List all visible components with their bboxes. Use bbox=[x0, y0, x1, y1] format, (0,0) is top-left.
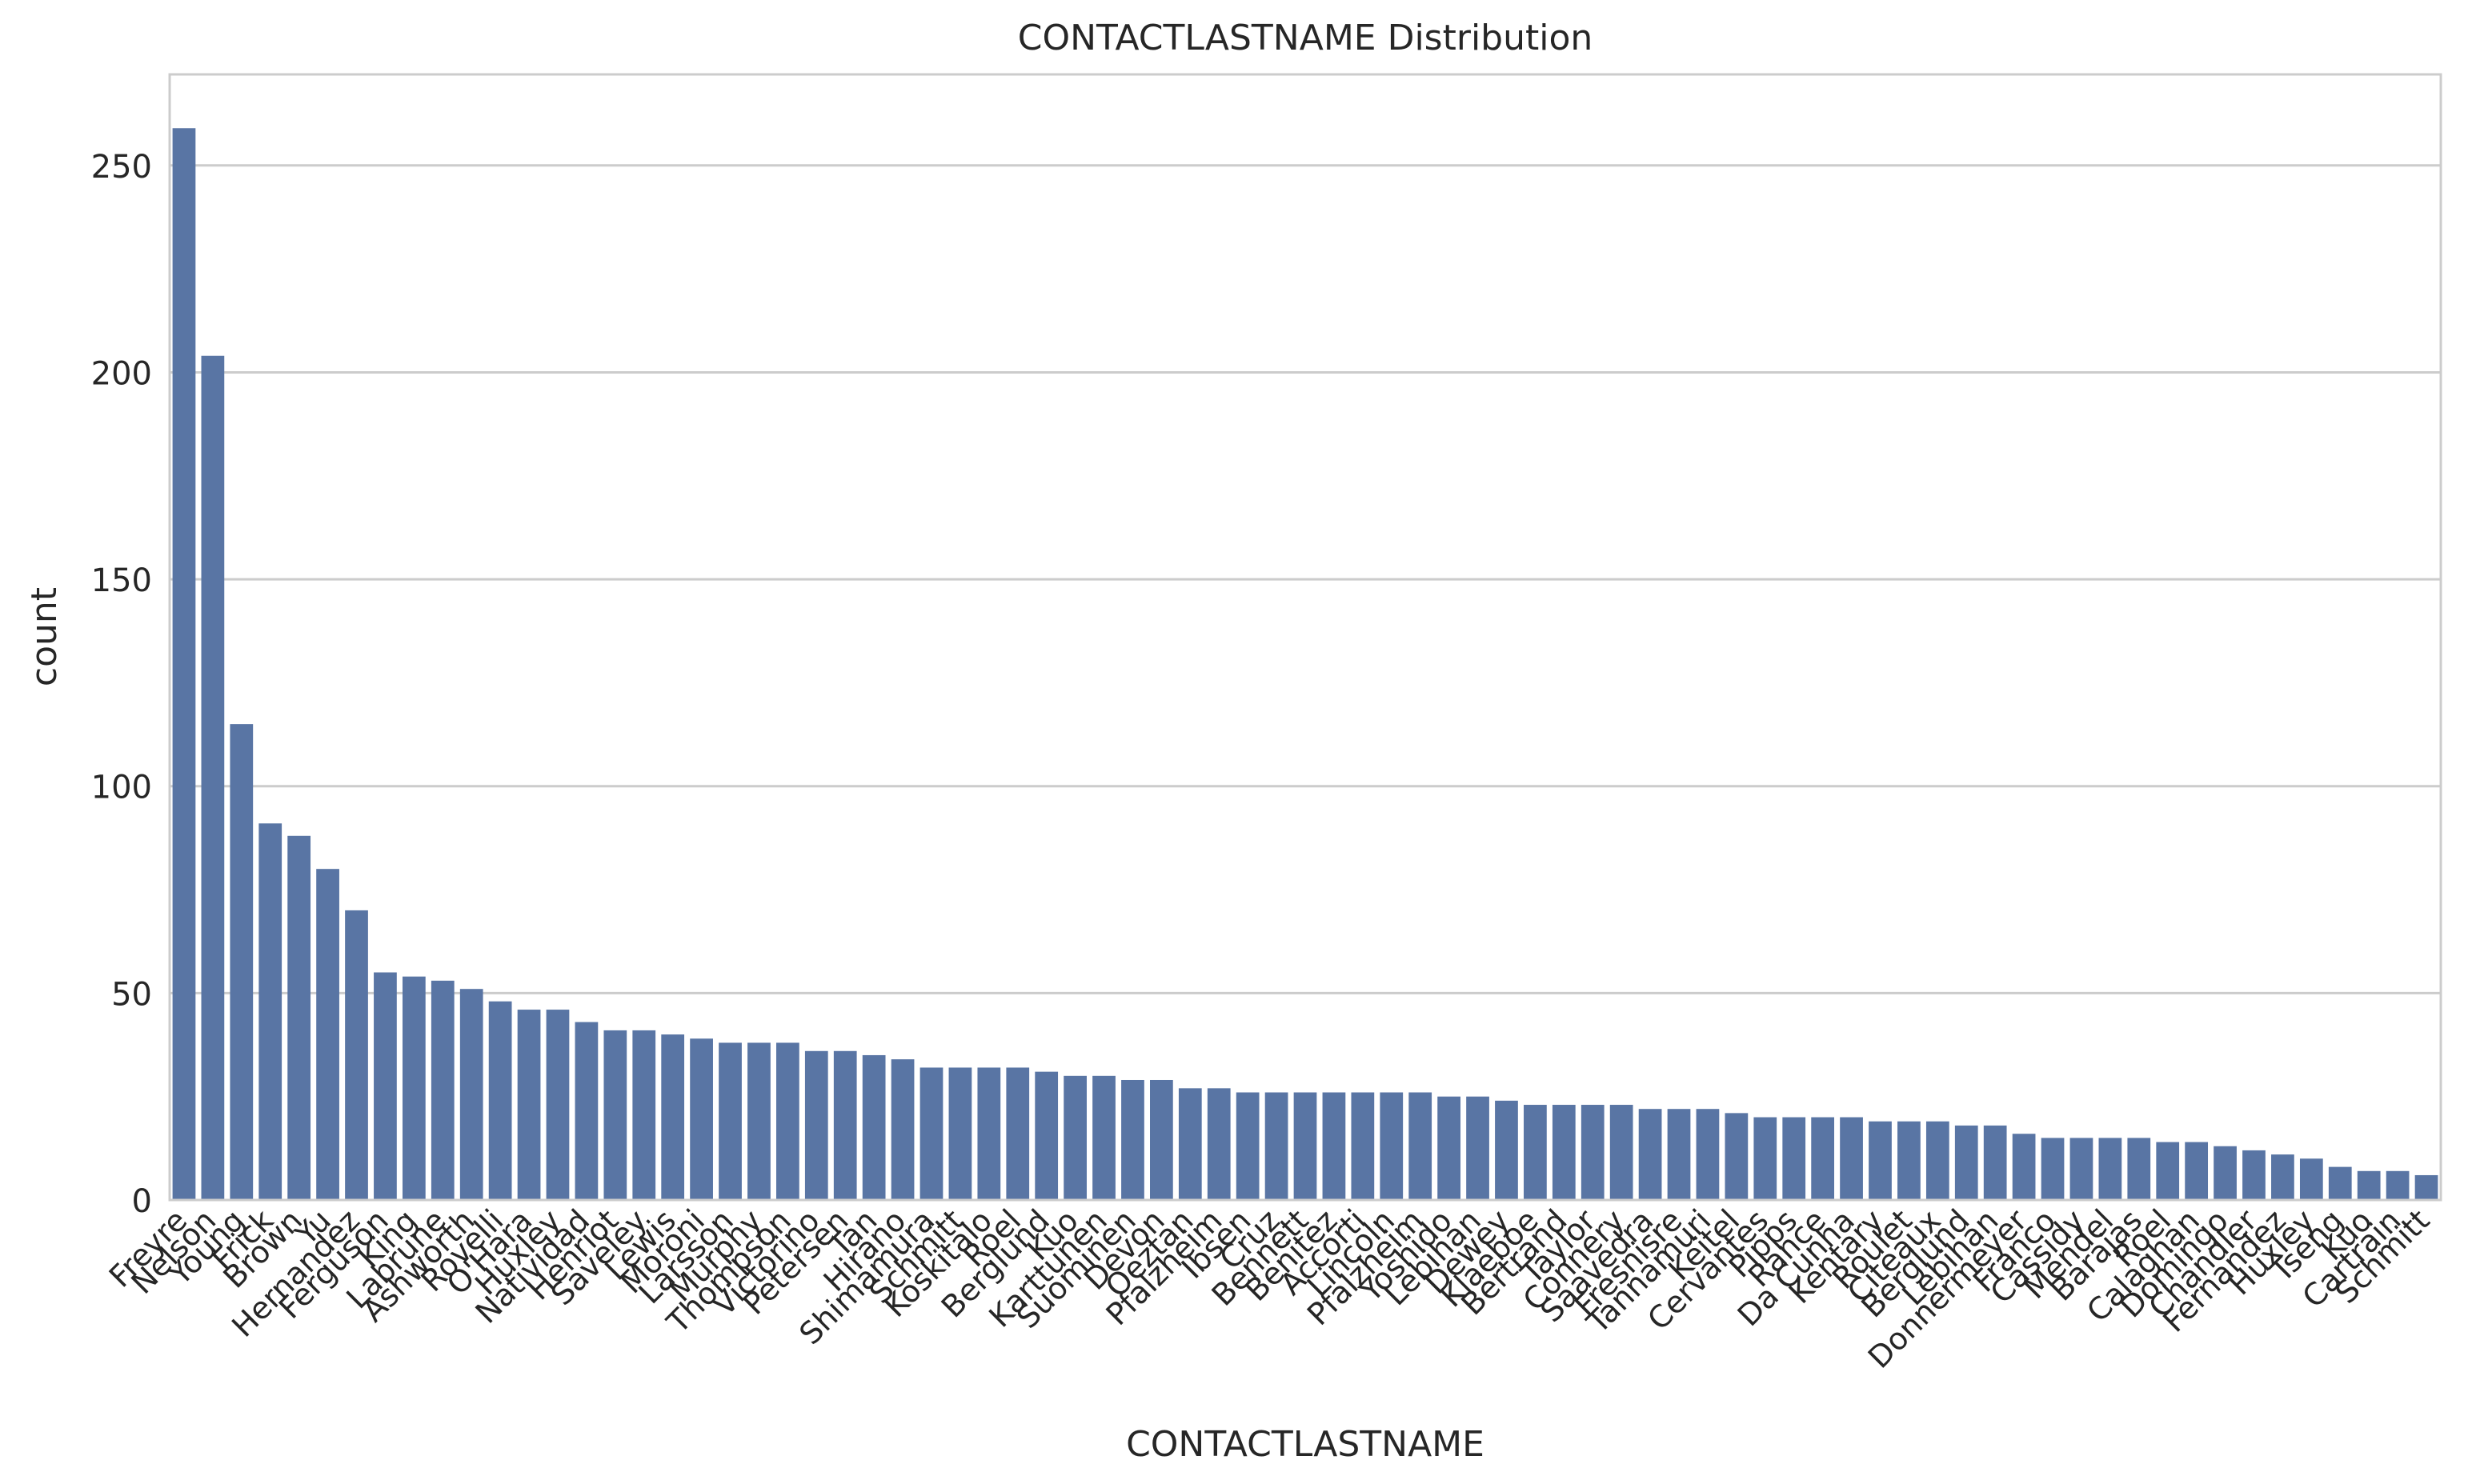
plot-frame bbox=[168, 73, 2442, 1202]
bar bbox=[1437, 1096, 1460, 1200]
bar bbox=[919, 1067, 944, 1200]
bar bbox=[1207, 1088, 1231, 1200]
bar bbox=[575, 1022, 599, 1200]
bar bbox=[1696, 1109, 1720, 1200]
bar bbox=[1954, 1125, 1978, 1200]
bar bbox=[1466, 1096, 1489, 1200]
bar bbox=[1121, 1079, 1144, 1200]
bar bbox=[1524, 1105, 1547, 1200]
bar bbox=[2357, 1170, 2381, 1200]
bar bbox=[459, 989, 483, 1200]
bar bbox=[1092, 1075, 1116, 1200]
bar bbox=[661, 1034, 685, 1200]
y-axis-label: count bbox=[24, 587, 65, 686]
bar bbox=[2214, 1146, 2237, 1200]
bar bbox=[374, 972, 397, 1200]
bar bbox=[2069, 1138, 2093, 1200]
bar bbox=[2299, 1158, 2323, 1200]
bar bbox=[488, 1001, 512, 1200]
bar bbox=[1150, 1079, 1173, 1200]
bar bbox=[1495, 1100, 1518, 1200]
bar bbox=[517, 1010, 541, 1200]
bar bbox=[201, 355, 225, 1200]
y-tick-label: 250 bbox=[91, 149, 152, 186]
bar bbox=[1380, 1092, 1404, 1200]
bar bbox=[2242, 1150, 2266, 1200]
bar bbox=[258, 823, 282, 1200]
bar bbox=[2156, 1142, 2180, 1200]
bar bbox=[1408, 1092, 1432, 1200]
bar bbox=[2098, 1138, 2122, 1200]
bar bbox=[345, 910, 368, 1200]
bar bbox=[2328, 1166, 2352, 1200]
bar bbox=[719, 1042, 742, 1200]
bar bbox=[2386, 1170, 2410, 1200]
bar bbox=[2414, 1174, 2438, 1200]
bar bbox=[1264, 1092, 1288, 1200]
bar bbox=[2127, 1138, 2151, 1200]
bar bbox=[603, 1030, 627, 1200]
bar bbox=[891, 1059, 915, 1200]
bar bbox=[862, 1054, 886, 1200]
bar bbox=[804, 1050, 828, 1200]
bar bbox=[431, 980, 455, 1200]
bar bbox=[977, 1067, 1001, 1200]
bar bbox=[1236, 1092, 1260, 1200]
bar bbox=[747, 1042, 771, 1200]
bars bbox=[172, 128, 2438, 1200]
bar bbox=[1782, 1117, 1806, 1200]
bar bbox=[690, 1038, 713, 1200]
bar bbox=[1638, 1109, 1662, 1200]
bar bbox=[2041, 1138, 2065, 1200]
bar bbox=[632, 1030, 656, 1200]
bar bbox=[1293, 1092, 1317, 1200]
bar bbox=[2185, 1142, 2209, 1200]
bar bbox=[1178, 1088, 1202, 1200]
bar bbox=[1552, 1105, 1576, 1200]
bar bbox=[1897, 1121, 1921, 1200]
bar bbox=[402, 976, 426, 1200]
bar bbox=[1006, 1067, 1030, 1200]
y-axis-ticks: 0 50 100 150 200 250 bbox=[91, 149, 152, 1220]
bar bbox=[1064, 1075, 1087, 1200]
bar bbox=[1925, 1121, 1949, 1200]
bar bbox=[546, 1010, 570, 1200]
x-axis-label: CONTACTLASTNAME bbox=[1126, 1424, 1484, 1465]
bar bbox=[2271, 1154, 2294, 1200]
bar bbox=[1667, 1109, 1691, 1200]
bar bbox=[1035, 1071, 1059, 1200]
y-tick-label: 150 bbox=[91, 562, 152, 599]
bar bbox=[172, 128, 196, 1200]
bar bbox=[1840, 1117, 1863, 1200]
chart-title: CONTACTLASTNAME Distribution bbox=[1018, 18, 1593, 58]
bar bbox=[1322, 1092, 1346, 1200]
y-tick-label: 200 bbox=[91, 355, 152, 392]
y-tick-label: 0 bbox=[132, 1183, 152, 1220]
bar bbox=[1983, 1125, 2007, 1200]
bar bbox=[287, 835, 311, 1200]
bar bbox=[1753, 1117, 1777, 1200]
bar bbox=[1811, 1117, 1835, 1200]
bar bbox=[833, 1050, 857, 1200]
bar bbox=[316, 869, 339, 1200]
bar bbox=[2012, 1134, 2036, 1200]
bar bbox=[230, 724, 254, 1200]
bar bbox=[1609, 1105, 1633, 1200]
bar bbox=[1725, 1113, 1749, 1200]
y-tick-label: 50 bbox=[111, 976, 152, 1013]
bar bbox=[1581, 1105, 1605, 1200]
bar bbox=[1869, 1121, 1892, 1200]
y-tick-label: 100 bbox=[91, 770, 152, 806]
bar bbox=[948, 1067, 972, 1200]
bar bbox=[1351, 1092, 1375, 1200]
bar bbox=[775, 1042, 799, 1200]
